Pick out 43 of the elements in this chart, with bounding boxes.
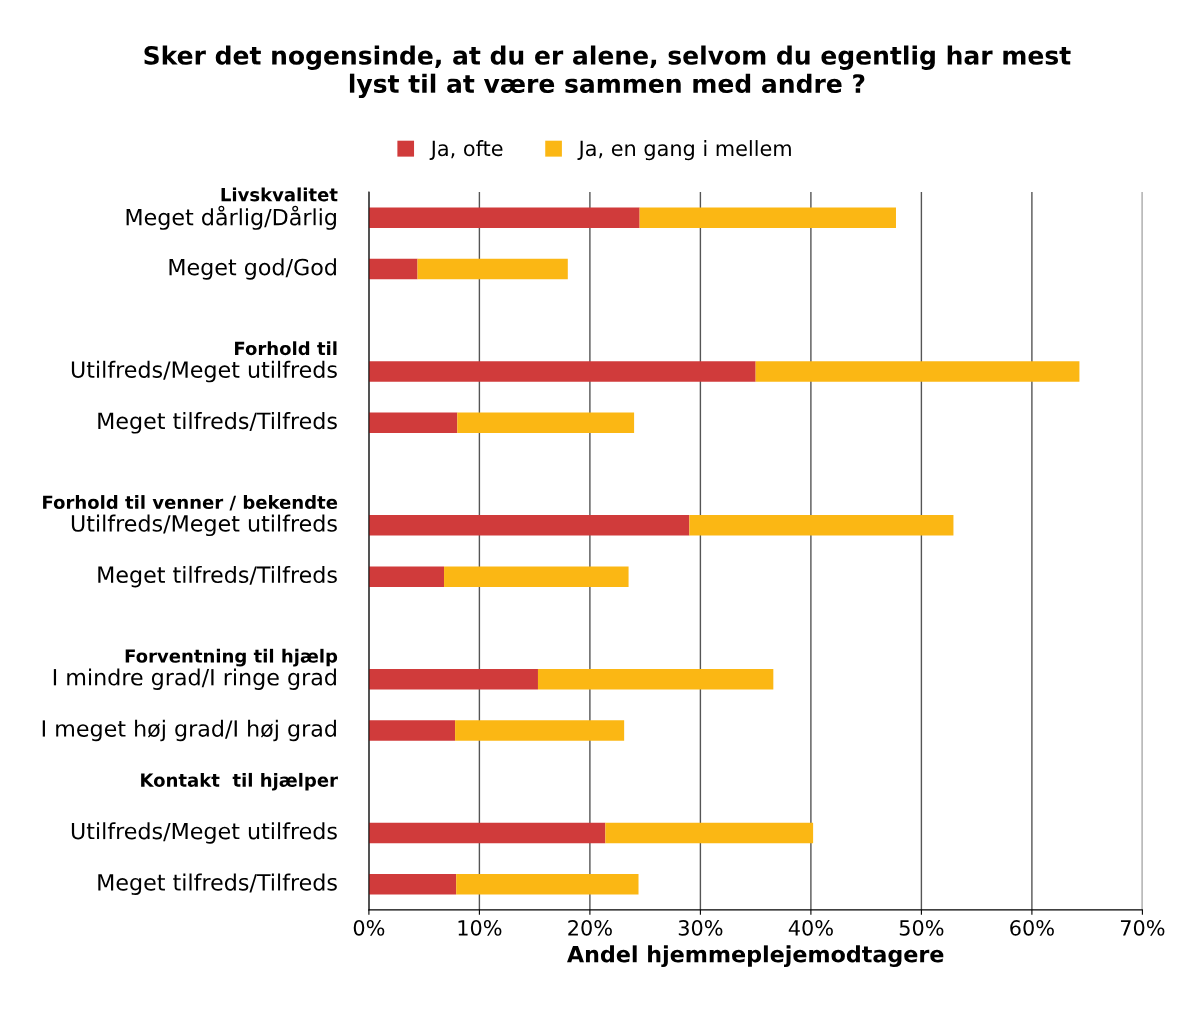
y-tick-label: I meget høj grad/I høj grad (42, 719, 336, 742)
x-tick-label: 70% (1120, 919, 1165, 936)
x-tick-label: 50% (899, 919, 944, 936)
legend-label: Ja, en gang i mellem (577, 140, 791, 161)
bar (689, 515, 954, 536)
bar (368, 412, 458, 434)
y-tick-label: Utilfreds/Meget utilfreds (71, 822, 337, 844)
bar (368, 361, 756, 382)
y-tick-label: Forhold til Utilfreds/Meget utilfreds (71, 341, 337, 383)
x-tick-label: 0% (353, 919, 385, 936)
y-tick-label: Meget tilfreds/Tilfreds (98, 873, 337, 896)
y-tick-label: Meget god/God (169, 258, 336, 280)
y-tick-label: Forhold til venner / bekendte Utilfreds/Meget utilfreds (43, 495, 338, 537)
y-tick-label: Forventning til hjælp I mindre grad/I ringe grad (53, 648, 338, 690)
bar (417, 258, 568, 280)
chart-title: Sker det nogensinde, at du er alene, selvom du egentlig har mest lyst til at være sammen med andre ? (144, 45, 1071, 99)
x-tick-label: 20% (568, 919, 612, 936)
y-tick-label: Kontakt til hjælper (141, 772, 338, 791)
bar (605, 822, 814, 844)
bar (444, 566, 629, 587)
bar (639, 207, 896, 228)
bar (456, 874, 639, 895)
bar (368, 566, 445, 587)
x-tick-label: 60% (1010, 919, 1054, 936)
x-tick-label: 10% (458, 919, 502, 936)
bar (537, 668, 774, 690)
bar (368, 874, 457, 895)
bar (368, 258, 418, 280)
y-tick-label: Meget tilfreds/Tilfreds (98, 412, 337, 434)
x-tick-label: 40% (788, 919, 833, 936)
y-tick-label: Livskvalitet Meget dårlig/Dårlig (126, 187, 338, 230)
bar (368, 515, 690, 536)
x-axis-title: Andel hjemmeplejemodtagere (567, 945, 944, 968)
y-tick-label: Meget tilfreds/Tilfreds (98, 565, 337, 588)
bar (755, 361, 1080, 382)
bar (368, 668, 538, 690)
x-tick-label: 30% (678, 919, 723, 936)
bar (368, 822, 606, 844)
bar (368, 207, 640, 228)
legend-label: Ja, ofte (429, 140, 503, 161)
bar (455, 720, 625, 741)
bar (457, 412, 635, 434)
bar (368, 720, 456, 741)
